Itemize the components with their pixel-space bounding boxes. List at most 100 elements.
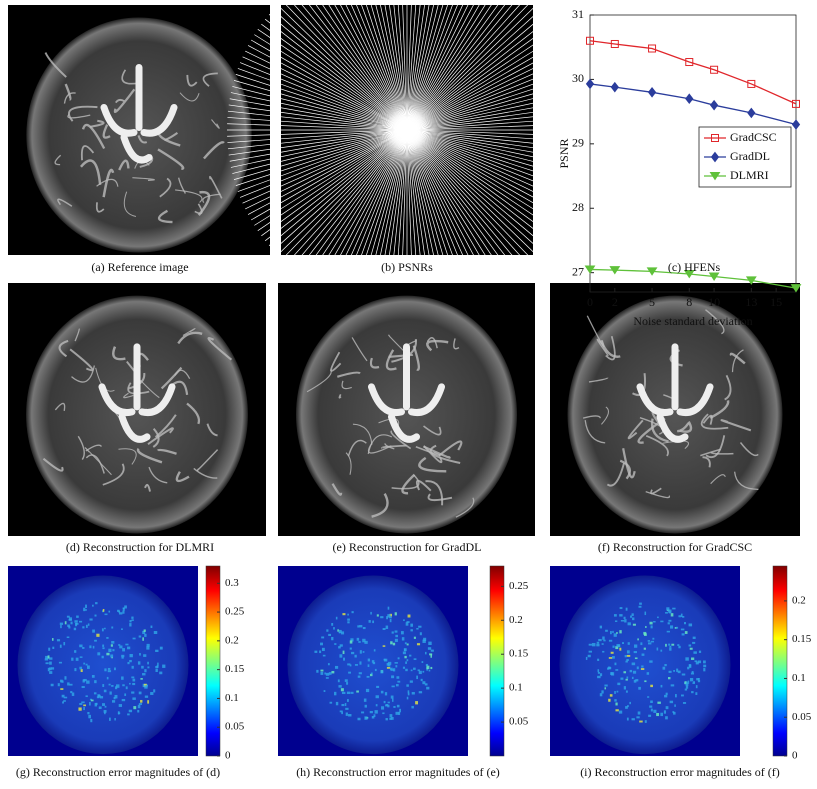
speckle <box>636 666 639 670</box>
speckle <box>372 662 376 665</box>
speckle <box>349 647 352 650</box>
speckle <box>62 701 64 704</box>
plot-area <box>589 14 797 293</box>
speckle <box>631 676 634 680</box>
speckle <box>623 671 627 674</box>
speckle <box>333 627 335 630</box>
speckle <box>389 616 392 619</box>
speckle <box>338 685 342 688</box>
speckle <box>131 619 134 621</box>
vessel <box>705 309 725 335</box>
speckle <box>144 633 147 637</box>
speckle <box>692 636 696 639</box>
speckle <box>153 689 156 693</box>
speckle <box>635 679 639 682</box>
vessel <box>156 448 177 455</box>
speckle <box>649 621 653 625</box>
speckle <box>665 612 668 614</box>
speckle <box>331 623 334 626</box>
speckle <box>396 704 400 708</box>
vessel <box>118 448 137 465</box>
speckle <box>359 650 362 654</box>
speckle <box>354 654 357 658</box>
speckle <box>366 675 370 678</box>
speckle <box>340 688 344 692</box>
speckle <box>341 711 343 715</box>
speckle <box>103 689 107 693</box>
speckle <box>605 629 608 632</box>
speckle <box>385 625 389 629</box>
speckle <box>137 709 140 713</box>
speckle <box>426 686 430 690</box>
mri-image <box>8 5 270 255</box>
marker <box>646 267 658 276</box>
legend-marker <box>709 172 721 181</box>
speckle <box>680 628 685 631</box>
speckle <box>626 676 629 679</box>
speckle <box>44 658 49 661</box>
vessel <box>367 434 393 455</box>
y-tick-label: 31 <box>572 7 584 21</box>
speckle <box>85 609 87 611</box>
speckle <box>70 691 73 694</box>
vessel <box>438 440 463 457</box>
speckle <box>668 609 672 613</box>
images <box>8 0 800 756</box>
speckle <box>376 614 379 617</box>
speckle <box>680 694 684 697</box>
speckle <box>382 645 386 647</box>
colorbar-tick-label: 0 <box>225 750 231 762</box>
speckle <box>320 669 324 672</box>
speckle <box>71 692 75 696</box>
speckle <box>430 654 432 658</box>
vessel <box>645 491 671 499</box>
head <box>26 17 252 253</box>
speckle <box>140 699 143 703</box>
speckle <box>387 606 390 610</box>
main-vessels <box>100 64 178 164</box>
speckle <box>678 645 681 649</box>
speckle <box>75 657 79 661</box>
speckle <box>108 683 111 686</box>
colorbar <box>205 565 221 757</box>
speckle <box>380 690 384 694</box>
vessel <box>705 435 726 459</box>
speckle <box>372 620 375 624</box>
speckle <box>608 667 612 670</box>
marker <box>792 99 800 108</box>
speckle <box>695 685 698 689</box>
vessel <box>622 448 636 479</box>
speckle <box>672 607 676 610</box>
speckle <box>153 631 158 634</box>
vessel <box>206 423 218 437</box>
speckle <box>689 677 694 682</box>
speckle <box>398 711 401 715</box>
speckle <box>358 672 362 675</box>
speckle <box>616 632 618 634</box>
vessel <box>306 369 332 393</box>
speckle <box>85 695 88 698</box>
speckle <box>683 622 686 625</box>
speckle <box>88 714 91 719</box>
vessel <box>679 421 693 433</box>
speckle <box>150 692 154 695</box>
speckle <box>90 718 93 723</box>
caption: (a) Reference image <box>91 260 188 274</box>
speckle <box>52 646 55 649</box>
colorbar-tick-label: 0.15 <box>225 663 245 675</box>
speckle <box>664 663 667 667</box>
speckle <box>649 705 653 708</box>
vessel <box>63 92 76 104</box>
speckle <box>118 644 121 646</box>
speckle <box>346 699 349 702</box>
speckle <box>653 709 657 713</box>
speckle <box>49 657 53 660</box>
speckle <box>341 703 345 707</box>
speckle <box>387 661 392 665</box>
vessel <box>80 159 102 185</box>
speckle <box>591 643 596 647</box>
speckle <box>111 626 114 629</box>
speckle <box>430 649 434 652</box>
speckle <box>373 649 376 652</box>
vessel <box>202 193 221 203</box>
